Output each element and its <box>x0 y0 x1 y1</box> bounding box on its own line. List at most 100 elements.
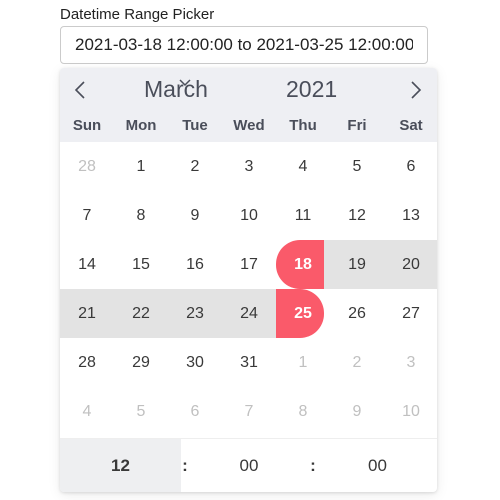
day-number: 24 <box>240 304 258 322</box>
calendar-day[interactable]: 28 <box>60 142 114 191</box>
weekday-label: Wed <box>233 117 265 134</box>
time-picker: 12 : 00 : 00 <box>60 438 437 492</box>
calendar-day[interactable]: 30 <box>168 338 222 387</box>
day-number: 3 <box>244 157 254 175</box>
day-number: 8 <box>298 402 308 420</box>
weekday-row: Sun Mon Tue Wed Thu Fri Sat <box>60 114 437 138</box>
calendar-day[interactable]: 2 <box>168 142 222 191</box>
calendar-day[interactable]: 12 <box>330 191 384 240</box>
day-number: 28 <box>78 353 96 371</box>
day-number: 25 <box>294 304 312 322</box>
day-number: 1 <box>298 353 308 371</box>
day-number: 17 <box>240 255 258 273</box>
calendar-day[interactable]: 23 <box>168 289 222 338</box>
chevron-down-icon[interactable] <box>178 78 192 88</box>
calendar-day[interactable]: 17 <box>222 240 276 289</box>
calendar-day[interactable]: 24 <box>222 289 276 338</box>
day-number: 15 <box>132 255 150 273</box>
weekday-label: Thu <box>289 117 317 134</box>
calendar-day[interactable]: 15 <box>114 240 168 289</box>
day-number: 27 <box>402 304 420 322</box>
day-number: 13 <box>402 206 420 224</box>
weekday-label: Sun <box>72 117 102 134</box>
chevron-left-icon <box>74 81 85 99</box>
weekday-label: Tue <box>182 117 208 134</box>
weekday-label: Fri <box>347 117 367 134</box>
calendar-day[interactable]: 2 <box>330 338 384 387</box>
calendar-day[interactable]: 11 <box>276 191 330 240</box>
calendar-day[interactable]: 3 <box>384 338 437 387</box>
day-number: 28 <box>78 157 96 175</box>
day-number: 21 <box>78 304 96 322</box>
day-number: 22 <box>132 304 150 322</box>
day-number: 19 <box>348 255 366 273</box>
day-number: 2 <box>190 157 200 175</box>
calendar-day[interactable]: 31 <box>222 338 276 387</box>
time-separator: : <box>182 456 188 475</box>
minute-input[interactable]: 00 <box>239 456 259 475</box>
day-number: 4 <box>298 157 308 175</box>
day-number: 4 <box>82 402 92 420</box>
calendar-day[interactable]: 7 <box>60 191 114 240</box>
calendar-day[interactable]: 3 <box>222 142 276 191</box>
day-number: 26 <box>348 304 366 322</box>
next-month-button[interactable] <box>404 78 428 102</box>
day-number: 7 <box>244 402 254 420</box>
field-label: Datetime Range Picker <box>60 6 215 23</box>
calendar-day[interactable]: 22 <box>114 289 168 338</box>
day-number: 9 <box>352 402 362 420</box>
calendar-day[interactable]: 10 <box>222 191 276 240</box>
calendar-day[interactable]: 21 <box>60 289 114 338</box>
calendar-day[interactable]: 10 <box>384 387 437 436</box>
weekday-label: Sat <box>399 117 423 134</box>
calendar-day[interactable]: 9 <box>168 191 222 240</box>
calendar-day[interactable]: 20 <box>384 240 437 289</box>
weekday-label: Mon <box>125 117 157 134</box>
calendar-day[interactable]: 9 <box>330 387 384 436</box>
range-start-day[interactable]: 18 <box>276 240 330 289</box>
calendar-day[interactable]: 4 <box>60 387 114 436</box>
day-number: 7 <box>82 206 92 224</box>
day-number: 9 <box>190 206 200 224</box>
day-number: 12 <box>348 206 366 224</box>
calendar-day[interactable]: 5 <box>330 142 384 191</box>
day-number: 5 <box>136 402 146 420</box>
day-number: 2 <box>352 353 362 371</box>
year-input[interactable]: 2021 <box>286 76 338 102</box>
calendar-day[interactable]: 8 <box>276 387 330 436</box>
calendar-day[interactable]: 19 <box>330 240 384 289</box>
time-separator: : <box>310 456 316 475</box>
day-number: 6 <box>406 157 416 175</box>
day-number: 30 <box>186 353 204 371</box>
calendar-day[interactable]: 7 <box>222 387 276 436</box>
calendar-day[interactable]: 13 <box>384 191 437 240</box>
calendar-day[interactable]: 16 <box>168 240 222 289</box>
calendar-day[interactable]: 4 <box>276 142 330 191</box>
calendar-day[interactable]: 1 <box>114 142 168 191</box>
second-input[interactable]: 00 <box>368 456 387 475</box>
range-end-day[interactable]: 25 <box>276 289 330 338</box>
calendar-day[interactable]: 26 <box>330 289 384 338</box>
calendar-day[interactable]: 8 <box>114 191 168 240</box>
calendar-day[interactable]: 29 <box>114 338 168 387</box>
day-number: 23 <box>186 304 204 322</box>
calendar-day[interactable]: 28 <box>60 338 114 387</box>
prev-month-button[interactable] <box>68 78 92 102</box>
day-number: 6 <box>190 402 200 420</box>
calendar-day[interactable]: 6 <box>384 142 437 191</box>
day-number: 16 <box>186 255 204 273</box>
date-range-input[interactable] <box>60 26 428 64</box>
month-dropdown[interactable]: March <box>144 74 208 104</box>
calendar-day[interactable]: 1 <box>276 338 330 387</box>
calendar-day[interactable]: 6 <box>168 387 222 436</box>
calendar-day[interactable]: 5 <box>114 387 168 436</box>
calendar-header: March 2021 Sun Mon Tue Wed Thu Fri Sat <box>60 68 437 142</box>
days-grid: 28 1 2 3 4 5 6 7 8 9 10 11 12 13 14 15 16 17 18 19 20 21 22 23 2… <box>60 142 437 438</box>
calendar-day[interactable]: 27 <box>384 289 437 338</box>
hour-input[interactable]: 12 <box>60 439 181 492</box>
day-number: 3 <box>406 353 416 371</box>
day-number: 8 <box>136 206 146 224</box>
calendar-day[interactable]: 14 <box>60 240 114 289</box>
day-number: 18 <box>294 255 312 273</box>
calendar-popup: March 2021 Sun Mon Tue Wed Thu Fri Sat 2… <box>60 68 437 492</box>
